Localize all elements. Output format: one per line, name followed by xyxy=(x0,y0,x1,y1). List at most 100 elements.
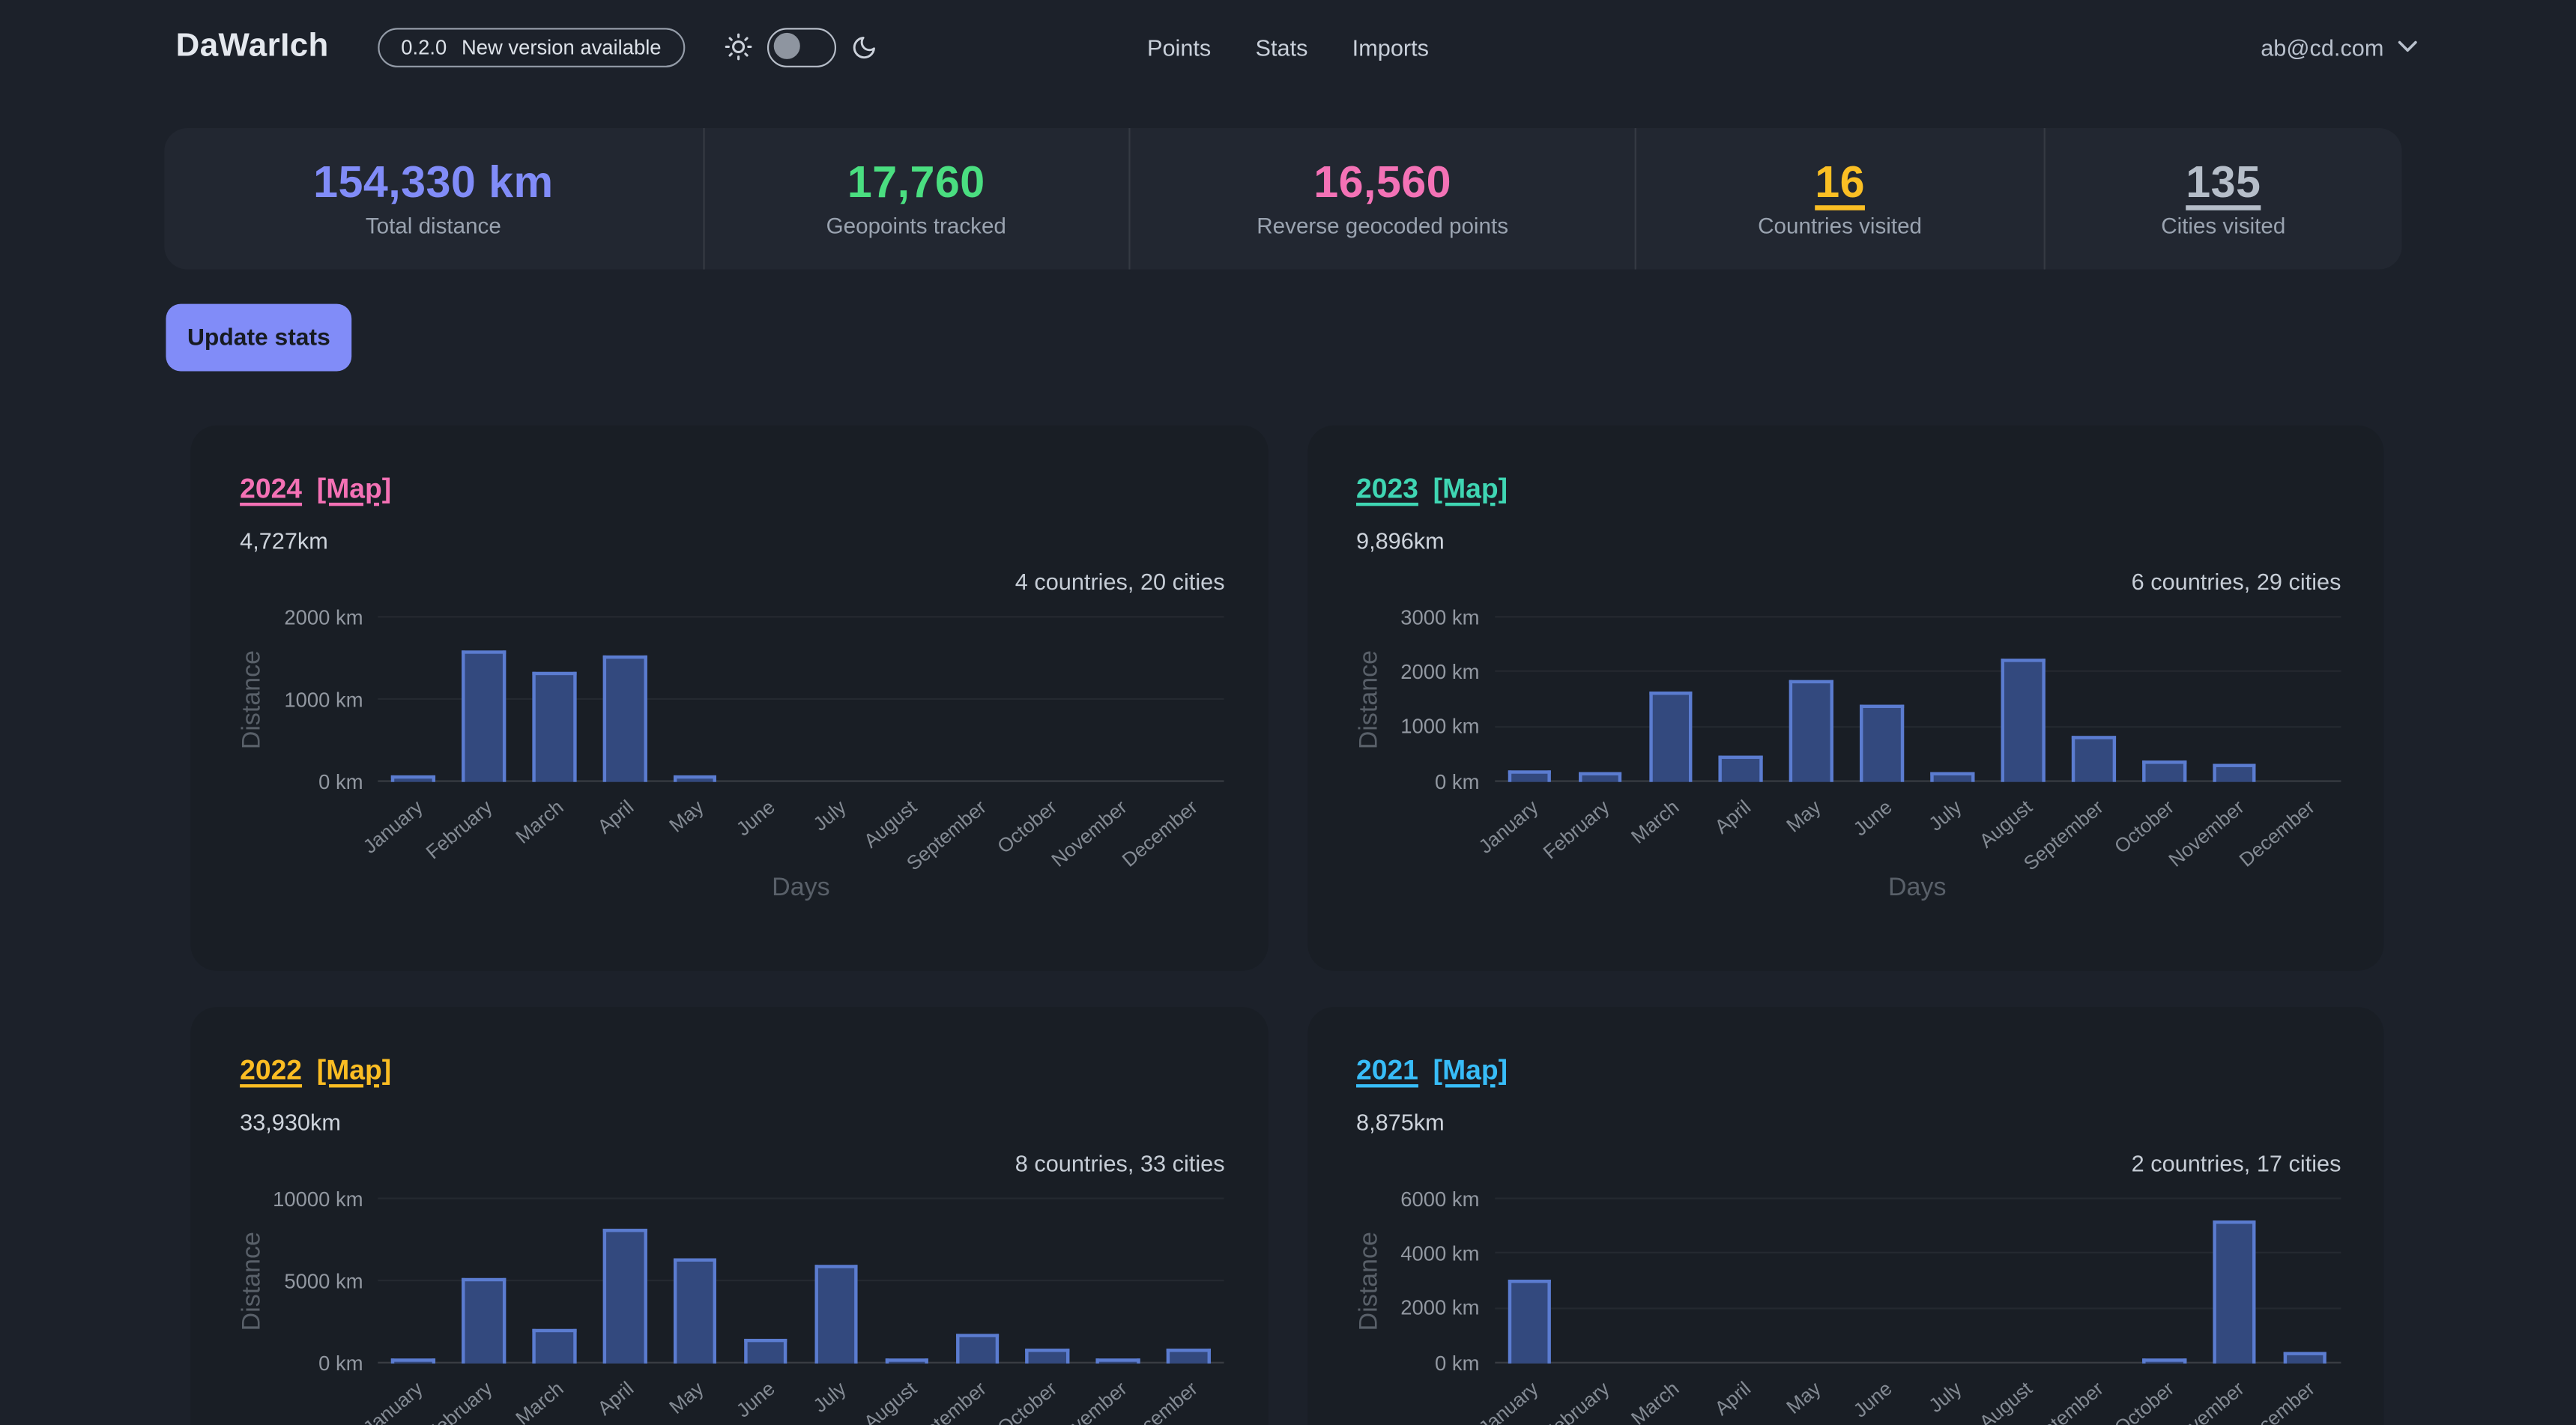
countries-cities-summary: 2 countries, 17 cities xyxy=(2131,1149,2341,1176)
gridline xyxy=(378,1197,1224,1199)
stats-row: 154,330 km Total distance 17,760 Geopoin… xyxy=(164,128,2402,270)
bar xyxy=(1096,1358,1140,1364)
x-tick-label: August xyxy=(858,795,921,853)
bar xyxy=(1508,771,1552,782)
bar-slot xyxy=(1777,617,1847,782)
stat-cities-visited: 135 Cities visited xyxy=(2043,128,2402,270)
x-tick-label: June xyxy=(731,1376,780,1423)
bar xyxy=(2283,1352,2327,1364)
x-tick-label: June xyxy=(731,795,780,841)
year-cards-grid: 2024 [Map] 4,727km 4 countries, 20 citie… xyxy=(190,425,2384,1425)
y-tick-label: 2000 km xyxy=(1400,660,1480,684)
bars xyxy=(378,617,1224,782)
year-card: 2022 [Map] 33,930km 8 countries, 33 citi… xyxy=(190,1007,1268,1425)
nav-link-stats[interactable]: Stats xyxy=(1255,33,1308,61)
map-link[interactable]: [Map] xyxy=(316,473,392,505)
bar-slot xyxy=(801,1199,871,1364)
monthly-distance-chart: Distance 0 km 5000 km 10000 km January Febr… xyxy=(238,1189,1224,1425)
chart-y-axis-label: Distance xyxy=(1354,1232,1383,1331)
theme-switcher xyxy=(724,27,877,67)
chart-plot-area: 0 km 1000 km 2000 km 3000 km xyxy=(1400,608,2341,791)
bar-slot xyxy=(1988,617,2058,782)
x-tick-label: February xyxy=(422,795,498,864)
x-tick-label: January xyxy=(1475,795,1544,859)
year-card-header: 2023 [Map] xyxy=(1356,473,2341,506)
x-tick-label: December xyxy=(2234,795,2319,872)
bar-slot xyxy=(1564,1199,1635,1364)
bar-slot xyxy=(1777,1199,1847,1364)
gridline xyxy=(378,698,1224,701)
year-total-distance: 4,727km xyxy=(240,527,328,554)
x-tick-label: April xyxy=(593,795,638,839)
year-link[interactable]: 2024 xyxy=(240,473,303,505)
x-tick-label: May xyxy=(1782,795,1825,838)
year-card-header: 2024 [Map] xyxy=(240,473,1224,506)
year-link[interactable]: 2023 xyxy=(1355,473,1418,505)
bar-slot xyxy=(1012,617,1083,781)
x-tick-label: May xyxy=(665,1376,710,1419)
cities-visited-link[interactable]: 135 xyxy=(2186,157,2261,207)
x-tick-label: January xyxy=(358,1376,427,1425)
x-tick-label: August xyxy=(1974,1376,2037,1425)
year-card-header: 2022 [Map] xyxy=(240,1055,1224,1088)
bar xyxy=(462,650,506,782)
x-tick-label: May xyxy=(665,795,710,838)
theme-toggle[interactable] xyxy=(766,27,835,67)
x-axis-baseline xyxy=(378,780,1224,782)
stat-value: 154,330 km xyxy=(313,157,554,207)
bar xyxy=(391,775,435,782)
y-tick-label: 1000 km xyxy=(1400,715,1480,739)
monthly-distance-chart: Distance 0 km 1000 km 2000 km January Febru… xyxy=(238,608,1224,904)
y-tick-label: 4000 km xyxy=(1400,1241,1480,1265)
nav-link-imports[interactable]: Imports xyxy=(1352,33,1430,61)
bar-slot xyxy=(2129,617,2199,782)
bar xyxy=(884,1358,929,1364)
bar-slot xyxy=(942,617,1012,781)
theme-toggle-knob xyxy=(773,33,799,60)
bars xyxy=(378,1199,1224,1364)
user-menu[interactable]: ab@cd.com xyxy=(2261,34,2418,60)
gridline xyxy=(1494,616,2341,618)
update-stats-button[interactable]: Update stats xyxy=(166,303,352,372)
year-link[interactable]: 2022 xyxy=(240,1054,303,1086)
nav-link-points[interactable]: Points xyxy=(1146,33,1212,61)
version-badge[interactable]: 0.2.0 New version available xyxy=(378,27,685,67)
bar-slot xyxy=(1012,1199,1083,1364)
bar xyxy=(1930,772,1975,782)
stat-reverse-geocoded: 16,560 Reverse geocoded points xyxy=(1128,128,1635,270)
chart-x-axis-label: Days xyxy=(772,874,830,902)
stat-label: Countries visited xyxy=(1758,212,1922,238)
bar-slot xyxy=(1083,1199,1153,1364)
y-tick-label: 2000 km xyxy=(1400,1296,1480,1320)
navbar: DaWarIch 0.2.0 New version available xyxy=(0,0,2576,94)
bar-slot xyxy=(1154,1199,1224,1364)
chart-plot-area: 0 km 2000 km 4000 km 6000 km xyxy=(1400,1189,2341,1373)
bar-slot xyxy=(448,617,518,782)
year-link[interactable]: 2021 xyxy=(1355,1054,1418,1086)
map-link[interactable]: [Map] xyxy=(1433,1054,1508,1086)
map-link[interactable]: [Map] xyxy=(316,1054,392,1086)
bar-slot xyxy=(1917,617,1988,782)
stat-countries-visited: 16 Countries visited xyxy=(1635,128,2043,270)
bar xyxy=(602,654,647,782)
map-link[interactable]: [Map] xyxy=(1433,473,1508,505)
countries-visited-link[interactable]: 16 xyxy=(1815,157,1865,207)
stat-label: Reverse geocoded points xyxy=(1257,212,1509,238)
stat-geopoints-tracked: 17,760 Geopoints tracked xyxy=(702,128,1128,270)
year-total-distance: 8,875km xyxy=(1355,1109,1445,1136)
year-total-distance: 9,896km xyxy=(1355,527,1445,554)
bar xyxy=(1648,692,1693,782)
gridline xyxy=(1494,1307,2341,1309)
x-tick-label: September xyxy=(2019,1376,2108,1425)
bar-slot xyxy=(871,617,942,781)
stat-value: 17,760 xyxy=(847,157,985,207)
chart-x-tick-labels: January February March April May June July Augu… xyxy=(1475,1364,2340,1425)
x-tick-label: October xyxy=(993,795,1062,859)
year-card: 2023 [Map] 9,896km 6 countries, 29 citie… xyxy=(1307,425,2384,971)
bar-slot xyxy=(519,1199,590,1364)
app-logo[interactable]: DaWarIch xyxy=(175,28,329,64)
bars xyxy=(1494,617,2340,782)
bar-slot xyxy=(660,1199,731,1364)
